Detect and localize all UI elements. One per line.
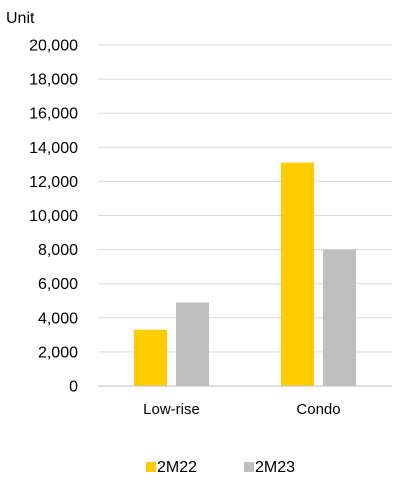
x-category-label: Low-rise xyxy=(143,401,200,418)
y-axis-unit-label: Unit xyxy=(6,10,35,27)
gridlines xyxy=(98,44,392,353)
legend: 2M22 2M23 xyxy=(146,459,295,476)
y-tick-label: 20,000 xyxy=(29,38,78,55)
bars xyxy=(134,162,356,386)
bar-2M23-Condo xyxy=(323,249,356,386)
legend-label: 2M22 xyxy=(157,459,197,476)
y-axis-tick-labels: 0 2,000 4,000 6,000 8,000 10,000 12,000 14,000 1… xyxy=(29,38,78,396)
legend-label: 2M23 xyxy=(255,459,295,476)
y-tick-label: 2,000 xyxy=(38,344,78,361)
legend-swatch xyxy=(146,462,156,472)
bar-2M22-Low-rise xyxy=(134,329,167,386)
x-category-label: Condo xyxy=(296,401,340,418)
x-axis-category-labels: Low-rise Condo xyxy=(143,401,340,418)
bar-2M22-Condo xyxy=(281,162,314,386)
y-tick-label: 16,000 xyxy=(29,106,78,123)
legend-swatch xyxy=(244,462,254,472)
y-tick-label: 12,000 xyxy=(29,174,78,191)
y-tick-label: 10,000 xyxy=(29,208,78,225)
y-tick-label: 18,000 xyxy=(29,72,78,89)
y-tick-label: 14,000 xyxy=(29,140,78,157)
y-tick-label: 8,000 xyxy=(38,242,78,259)
bar-2M23-Low-rise xyxy=(176,302,209,386)
y-tick-label: 4,000 xyxy=(38,310,78,327)
y-tick-label: 0 xyxy=(69,379,78,396)
y-tick-label: 6,000 xyxy=(38,276,78,293)
